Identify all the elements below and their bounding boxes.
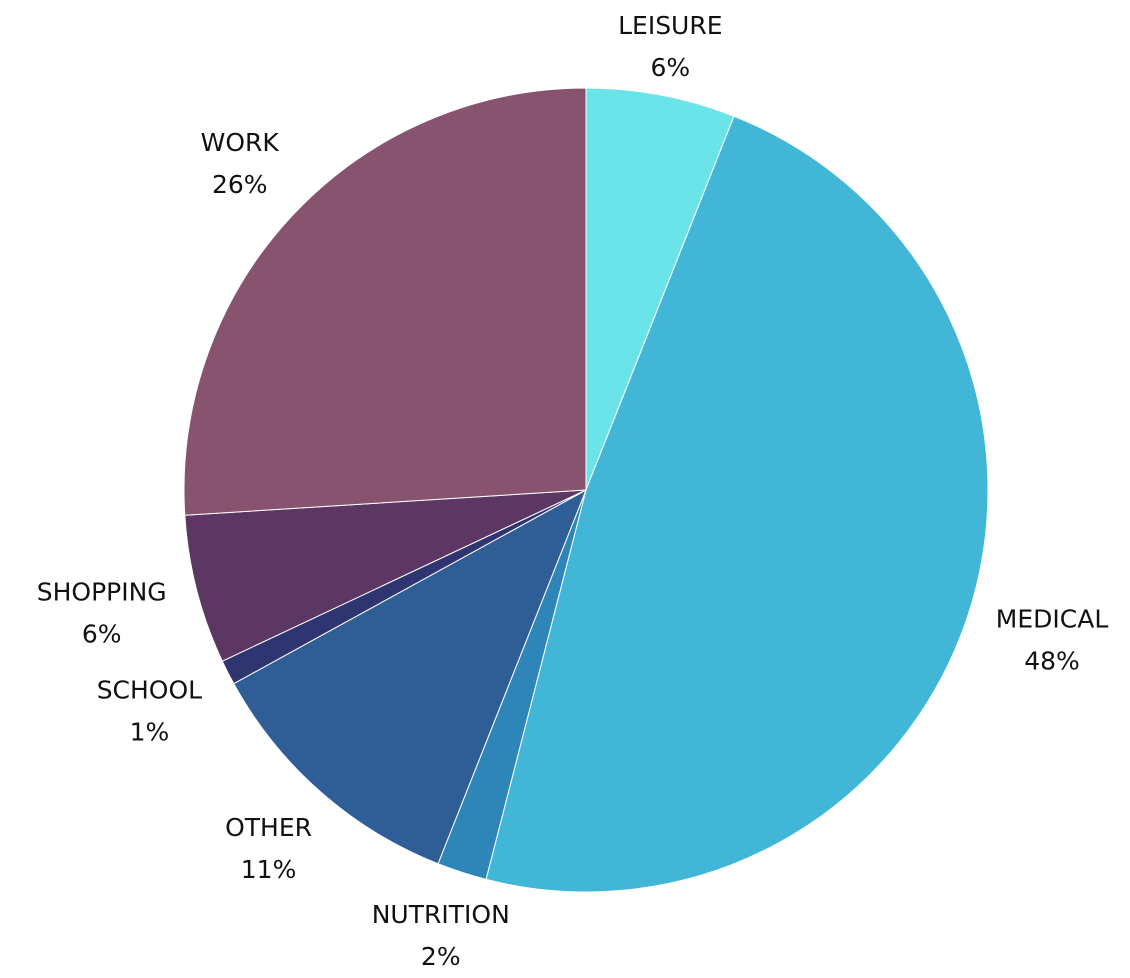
slice-value-label: 48% — [1024, 646, 1080, 675]
slice-label: NUTRITION — [372, 900, 510, 929]
slice-label: LEISURE — [618, 11, 722, 40]
slice-label: MEDICAL — [996, 604, 1109, 633]
slice-value-label: 11% — [241, 855, 297, 884]
pie-slice — [585, 87, 735, 491]
pie-slice — [183, 87, 587, 516]
pie-slice — [485, 115, 989, 893]
pie-slice — [233, 488, 587, 865]
pie-slice — [184, 489, 587, 662]
slice-value-label: 26% — [212, 170, 268, 199]
slice-value-label: 6% — [82, 619, 122, 648]
slice-label: SCHOOL — [97, 675, 202, 704]
slice-value-label: 1% — [130, 717, 170, 746]
slice-value-label: 2% — [421, 942, 461, 971]
slice-label: OTHER — [225, 813, 312, 842]
slice-label: SHOPPING — [37, 577, 167, 606]
slice-label: WORK — [201, 128, 280, 157]
slice-value-label: 6% — [650, 53, 690, 82]
